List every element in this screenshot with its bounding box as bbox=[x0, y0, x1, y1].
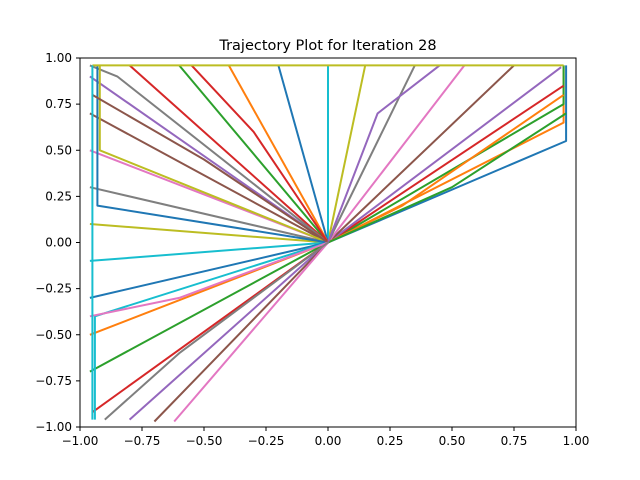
trajectory-line bbox=[277, 65, 329, 243]
y-tick-label: −0.25 bbox=[35, 282, 72, 296]
trajectory-line bbox=[89, 241, 329, 262]
trajectory-line bbox=[327, 64, 441, 243]
y-tick-label: −0.50 bbox=[35, 328, 72, 342]
trajectory-line bbox=[327, 64, 515, 244]
x-tick-label: −0.75 bbox=[124, 434, 161, 448]
trajectory-line bbox=[327, 112, 567, 244]
trajectory-line bbox=[327, 94, 565, 244]
y-tick-label: −0.75 bbox=[35, 374, 72, 388]
trajectory-line bbox=[89, 241, 329, 299]
plot-frame bbox=[79, 57, 577, 428]
x-tick-label: −1.00 bbox=[62, 434, 99, 448]
y-axis: −1.00 −0.75 −0.50 −0.25 0.00 0.25 0.50 0.75 1.00 bbox=[35, 51, 80, 434]
trajectory-line bbox=[128, 64, 329, 244]
trajectory-line bbox=[173, 241, 329, 423]
trajectory-line bbox=[89, 112, 329, 244]
trajectory-line bbox=[89, 223, 329, 244]
x-tick-label: 0.75 bbox=[501, 434, 528, 448]
trajectory-line bbox=[190, 64, 329, 244]
trajectory-line bbox=[178, 64, 329, 244]
trajectory-line bbox=[153, 241, 329, 423]
trajectory-line bbox=[98, 65, 329, 244]
trajectory-line bbox=[104, 241, 329, 421]
x-axis: −1.00 −0.75 −0.50 −0.25 0.00 0.25 0.50 0.75 1.00 bbox=[62, 427, 590, 448]
trajectory-line bbox=[89, 186, 329, 244]
trajectory-lines bbox=[89, 64, 568, 423]
trajectory-line bbox=[128, 241, 329, 421]
trajectory-line bbox=[91, 94, 329, 244]
x-tick-label: −0.50 bbox=[186, 434, 223, 448]
trajectory-line bbox=[227, 64, 329, 243]
y-tick-label: 0.25 bbox=[45, 189, 72, 203]
trajectory-line bbox=[93, 241, 329, 420]
x-tick-label: 0.25 bbox=[377, 434, 404, 448]
x-tick-label: 0.00 bbox=[315, 434, 342, 448]
x-tick-label: −0.25 bbox=[248, 434, 285, 448]
trajectory-line bbox=[89, 241, 329, 318]
trajectory-line bbox=[89, 241, 329, 373]
y-tick-label: 0.75 bbox=[45, 97, 72, 111]
y-tick-label: −1.00 bbox=[35, 420, 72, 434]
trajectory-line bbox=[327, 64, 466, 244]
trajectory-line bbox=[327, 65, 367, 243]
trajectory-line bbox=[327, 84, 565, 244]
y-tick-label: 0.50 bbox=[45, 143, 72, 157]
trajectory-line bbox=[327, 65, 568, 244]
chart-title: Trajectory Plot for Iteration 28 bbox=[218, 38, 436, 54]
trajectory-line bbox=[327, 66, 562, 244]
x-tick-label: 0.50 bbox=[439, 434, 466, 448]
y-tick-label: 1.00 bbox=[45, 51, 72, 65]
trajectory-line bbox=[327, 65, 565, 244]
x-tick-label: 1.00 bbox=[563, 434, 590, 448]
trajectory-line bbox=[96, 65, 329, 244]
y-tick-label: 0.00 bbox=[45, 236, 72, 250]
